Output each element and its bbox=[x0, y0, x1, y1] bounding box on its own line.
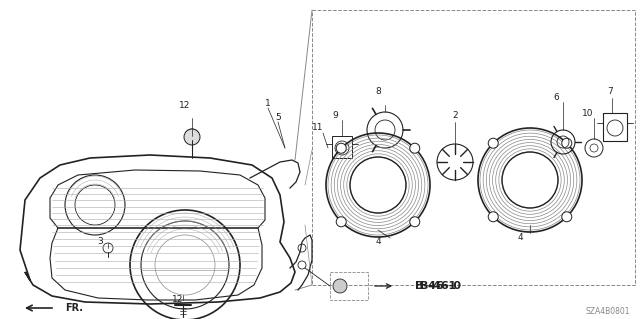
Bar bbox=[330, 272, 368, 300]
Text: SZA4B0801: SZA4B0801 bbox=[586, 308, 630, 316]
Text: 8: 8 bbox=[375, 87, 381, 97]
Text: 1: 1 bbox=[265, 99, 271, 108]
Circle shape bbox=[437, 144, 473, 180]
Text: FR.: FR. bbox=[65, 303, 83, 313]
Text: 10: 10 bbox=[582, 108, 594, 117]
Text: 3: 3 bbox=[97, 238, 103, 247]
Circle shape bbox=[336, 143, 346, 153]
Circle shape bbox=[488, 138, 498, 148]
Circle shape bbox=[488, 212, 498, 222]
Text: 6: 6 bbox=[553, 93, 559, 102]
Circle shape bbox=[333, 279, 347, 293]
Text: 9: 9 bbox=[332, 110, 338, 120]
Circle shape bbox=[336, 217, 346, 227]
Bar bbox=[332, 136, 352, 158]
Text: B-46-1: B-46-1 bbox=[415, 281, 456, 291]
Text: 2: 2 bbox=[452, 110, 458, 120]
Text: 4: 4 bbox=[375, 238, 381, 247]
Text: 12: 12 bbox=[179, 100, 191, 109]
Circle shape bbox=[562, 138, 572, 148]
Circle shape bbox=[185, 129, 199, 143]
Text: B-46-0: B-46-0 bbox=[420, 281, 461, 291]
Circle shape bbox=[184, 129, 200, 145]
Bar bbox=[603, 113, 627, 141]
Text: 11: 11 bbox=[312, 122, 324, 131]
Circle shape bbox=[410, 143, 420, 153]
Text: 12: 12 bbox=[172, 295, 184, 305]
Text: 7: 7 bbox=[607, 87, 613, 97]
Text: 5: 5 bbox=[275, 114, 281, 122]
Circle shape bbox=[410, 217, 420, 227]
Text: 4: 4 bbox=[517, 234, 523, 242]
Circle shape bbox=[562, 212, 572, 222]
